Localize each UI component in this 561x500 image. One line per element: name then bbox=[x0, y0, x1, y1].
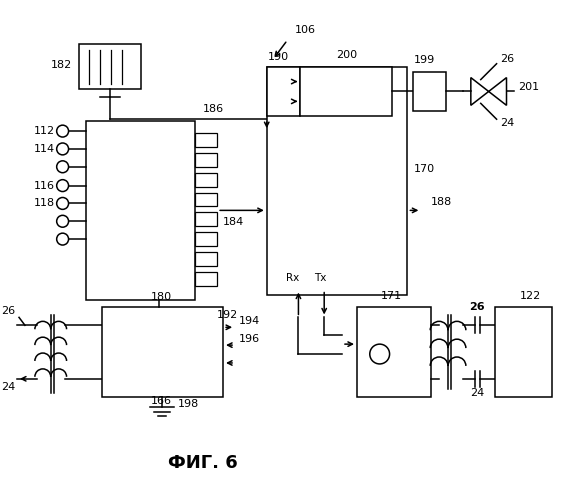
Text: 184: 184 bbox=[222, 218, 243, 228]
Text: 24: 24 bbox=[470, 388, 484, 398]
Text: Tx: Tx bbox=[314, 272, 327, 282]
Text: ФИГ. 6: ФИГ. 6 bbox=[168, 454, 238, 472]
Text: 171: 171 bbox=[381, 290, 402, 300]
Text: 112: 112 bbox=[34, 126, 54, 136]
Bar bbox=[195, 172, 217, 186]
Text: Rx: Rx bbox=[286, 272, 299, 282]
Circle shape bbox=[57, 198, 68, 209]
Text: 122: 122 bbox=[519, 290, 541, 300]
Bar bbox=[266, 66, 407, 294]
Text: 188: 188 bbox=[431, 198, 453, 207]
Text: 190: 190 bbox=[268, 52, 289, 62]
Text: 118: 118 bbox=[34, 198, 54, 208]
Text: 182: 182 bbox=[51, 60, 72, 70]
Text: 24: 24 bbox=[1, 382, 15, 392]
Circle shape bbox=[57, 143, 68, 155]
Text: 200: 200 bbox=[337, 50, 357, 60]
Circle shape bbox=[370, 344, 389, 364]
Text: 26: 26 bbox=[1, 306, 15, 316]
Bar bbox=[357, 308, 431, 396]
Bar bbox=[86, 121, 195, 300]
Text: 26: 26 bbox=[469, 302, 485, 312]
Circle shape bbox=[57, 125, 68, 137]
Text: 106: 106 bbox=[295, 25, 315, 35]
Bar bbox=[195, 232, 217, 246]
Bar bbox=[80, 44, 141, 90]
Circle shape bbox=[57, 216, 68, 227]
Bar bbox=[195, 153, 217, 167]
Text: 192: 192 bbox=[217, 310, 238, 320]
Text: 186: 186 bbox=[203, 104, 224, 115]
Text: 26: 26 bbox=[500, 54, 514, 64]
Bar bbox=[300, 66, 392, 116]
Bar bbox=[195, 192, 217, 206]
Bar bbox=[195, 133, 217, 147]
Text: 198: 198 bbox=[177, 398, 199, 408]
Bar bbox=[413, 72, 446, 112]
Text: 194: 194 bbox=[239, 316, 260, 326]
Bar bbox=[102, 308, 223, 396]
Text: 199: 199 bbox=[413, 55, 435, 65]
Circle shape bbox=[57, 161, 68, 172]
Bar bbox=[195, 212, 217, 226]
Text: 170: 170 bbox=[413, 164, 434, 174]
Text: 196: 196 bbox=[239, 334, 260, 344]
Text: 24: 24 bbox=[500, 118, 515, 128]
Text: 114: 114 bbox=[34, 144, 54, 154]
Bar bbox=[195, 252, 217, 266]
Text: 166: 166 bbox=[151, 396, 172, 406]
Text: 116: 116 bbox=[34, 180, 54, 190]
Bar bbox=[495, 308, 552, 396]
Circle shape bbox=[57, 180, 68, 192]
Bar bbox=[195, 272, 217, 285]
Text: 180: 180 bbox=[151, 292, 172, 302]
Text: 201: 201 bbox=[518, 82, 540, 92]
Bar bbox=[266, 66, 300, 116]
Circle shape bbox=[57, 233, 68, 245]
